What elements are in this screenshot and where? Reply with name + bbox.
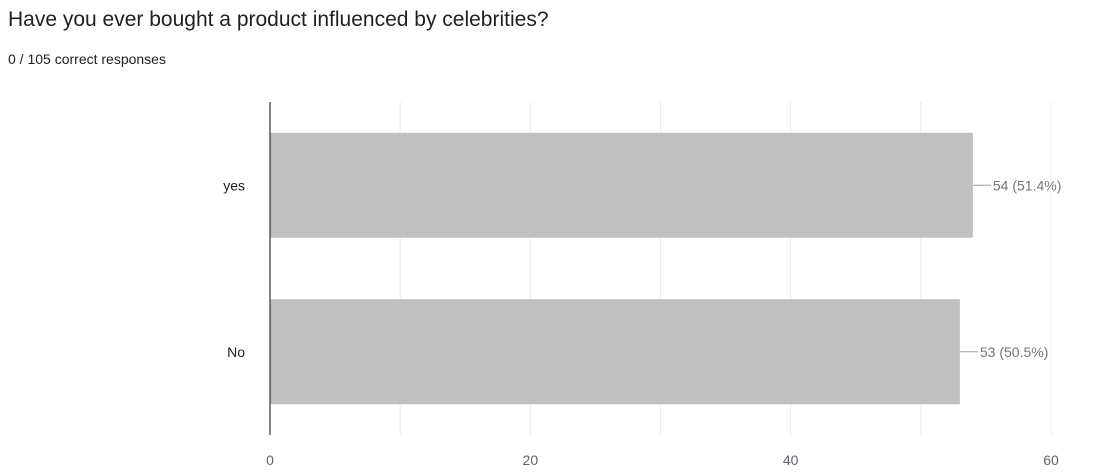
question-title: Have you ever bought a product influence…	[8, 8, 549, 31]
response-summary: 0 / 105 correct responses	[8, 51, 166, 67]
x-tick-label: 60	[1043, 452, 1059, 468]
bars	[270, 132, 973, 405]
category-label: No	[227, 344, 245, 360]
data-label: 53 (50.5%)	[980, 344, 1048, 360]
category-label: yes	[223, 177, 245, 193]
bar-yes	[270, 132, 973, 238]
labels: yes 54 (51.4%) No 53 (50.5%)	[223, 177, 1061, 360]
axis: 0 20 40 60	[266, 102, 1059, 468]
x-tick-label: 40	[783, 452, 799, 468]
data-label: 54 (51.4%)	[993, 177, 1061, 193]
bar-no	[270, 299, 960, 405]
x-tick-label: 0	[266, 452, 274, 468]
x-tick-label: 20	[523, 452, 539, 468]
